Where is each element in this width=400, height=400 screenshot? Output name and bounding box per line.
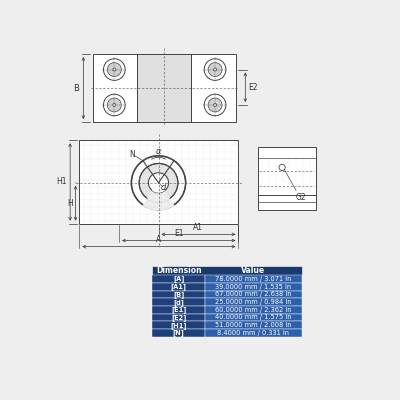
Bar	[205, 314, 302, 321]
Circle shape	[279, 164, 285, 170]
Circle shape	[104, 59, 125, 80]
Text: [E2]: [E2]	[171, 314, 186, 321]
Text: A1: A1	[194, 223, 204, 232]
Text: Value: Value	[241, 266, 266, 275]
Bar	[205, 321, 302, 329]
Text: α: α	[156, 148, 161, 156]
Circle shape	[204, 59, 226, 80]
Circle shape	[148, 173, 168, 193]
Bar	[205, 283, 302, 290]
Text: E1: E1	[174, 229, 184, 238]
Text: [A]: [A]	[173, 276, 184, 282]
Wedge shape	[152, 183, 165, 193]
Text: [d]: [d]	[173, 299, 184, 306]
Bar	[205, 275, 302, 283]
Circle shape	[208, 63, 222, 76]
Circle shape	[208, 98, 222, 112]
Circle shape	[139, 164, 178, 202]
Bar	[258, 146, 316, 210]
Text: 40.0000 mm / 1.575 in: 40.0000 mm / 1.575 in	[215, 314, 292, 320]
Bar	[152, 314, 205, 321]
Bar	[80, 140, 238, 224]
Text: H1: H1	[56, 178, 66, 186]
Text: [E1]: [E1]	[171, 306, 186, 313]
Circle shape	[214, 68, 217, 71]
Bar	[152, 298, 205, 306]
Circle shape	[204, 94, 226, 116]
Text: E2: E2	[248, 83, 258, 92]
Circle shape	[214, 104, 217, 106]
Bar	[152, 283, 205, 290]
Text: G2: G2	[296, 193, 307, 202]
Circle shape	[113, 104, 116, 106]
Text: 39.0000 mm / 1.535 in: 39.0000 mm / 1.535 in	[215, 284, 292, 290]
Text: 67.0000 mm / 2.638 in: 67.0000 mm / 2.638 in	[215, 291, 292, 298]
Bar	[205, 329, 302, 337]
Bar	[137, 54, 191, 122]
Text: 51.0000 mm / 2.008 in: 51.0000 mm / 2.008 in	[215, 322, 292, 328]
Circle shape	[131, 156, 186, 210]
Text: [N]: [N]	[173, 330, 184, 336]
Bar	[205, 298, 302, 306]
Circle shape	[107, 98, 121, 112]
Text: B: B	[74, 84, 80, 92]
Text: [A1]: [A1]	[171, 283, 187, 290]
Bar	[205, 290, 302, 298]
Bar	[152, 306, 205, 314]
Bar	[152, 329, 205, 337]
Text: H: H	[68, 199, 73, 208]
Bar	[93, 54, 236, 122]
Text: [H1]: [H1]	[170, 322, 187, 329]
Bar	[205, 306, 302, 314]
Bar	[152, 290, 205, 298]
Text: 25.0000 mm / 0.984 in: 25.0000 mm / 0.984 in	[215, 299, 292, 305]
Text: 78.0000 mm / 3.071 in: 78.0000 mm / 3.071 in	[215, 276, 292, 282]
Circle shape	[107, 63, 121, 76]
Wedge shape	[146, 183, 171, 203]
Text: 60.0000 mm / 2.362 in: 60.0000 mm / 2.362 in	[215, 307, 292, 313]
Text: 8.4000 mm / 0.331 in: 8.4000 mm / 0.331 in	[218, 330, 290, 336]
Bar	[152, 275, 205, 283]
Circle shape	[113, 68, 116, 71]
Text: d: d	[160, 183, 166, 192]
Wedge shape	[142, 183, 174, 210]
Text: Dimension: Dimension	[156, 266, 202, 275]
Circle shape	[104, 94, 125, 116]
Text: [B]: [B]	[173, 291, 184, 298]
Bar	[152, 266, 302, 275]
Bar	[152, 321, 205, 329]
Text: A: A	[156, 235, 162, 244]
Text: N: N	[129, 150, 135, 159]
